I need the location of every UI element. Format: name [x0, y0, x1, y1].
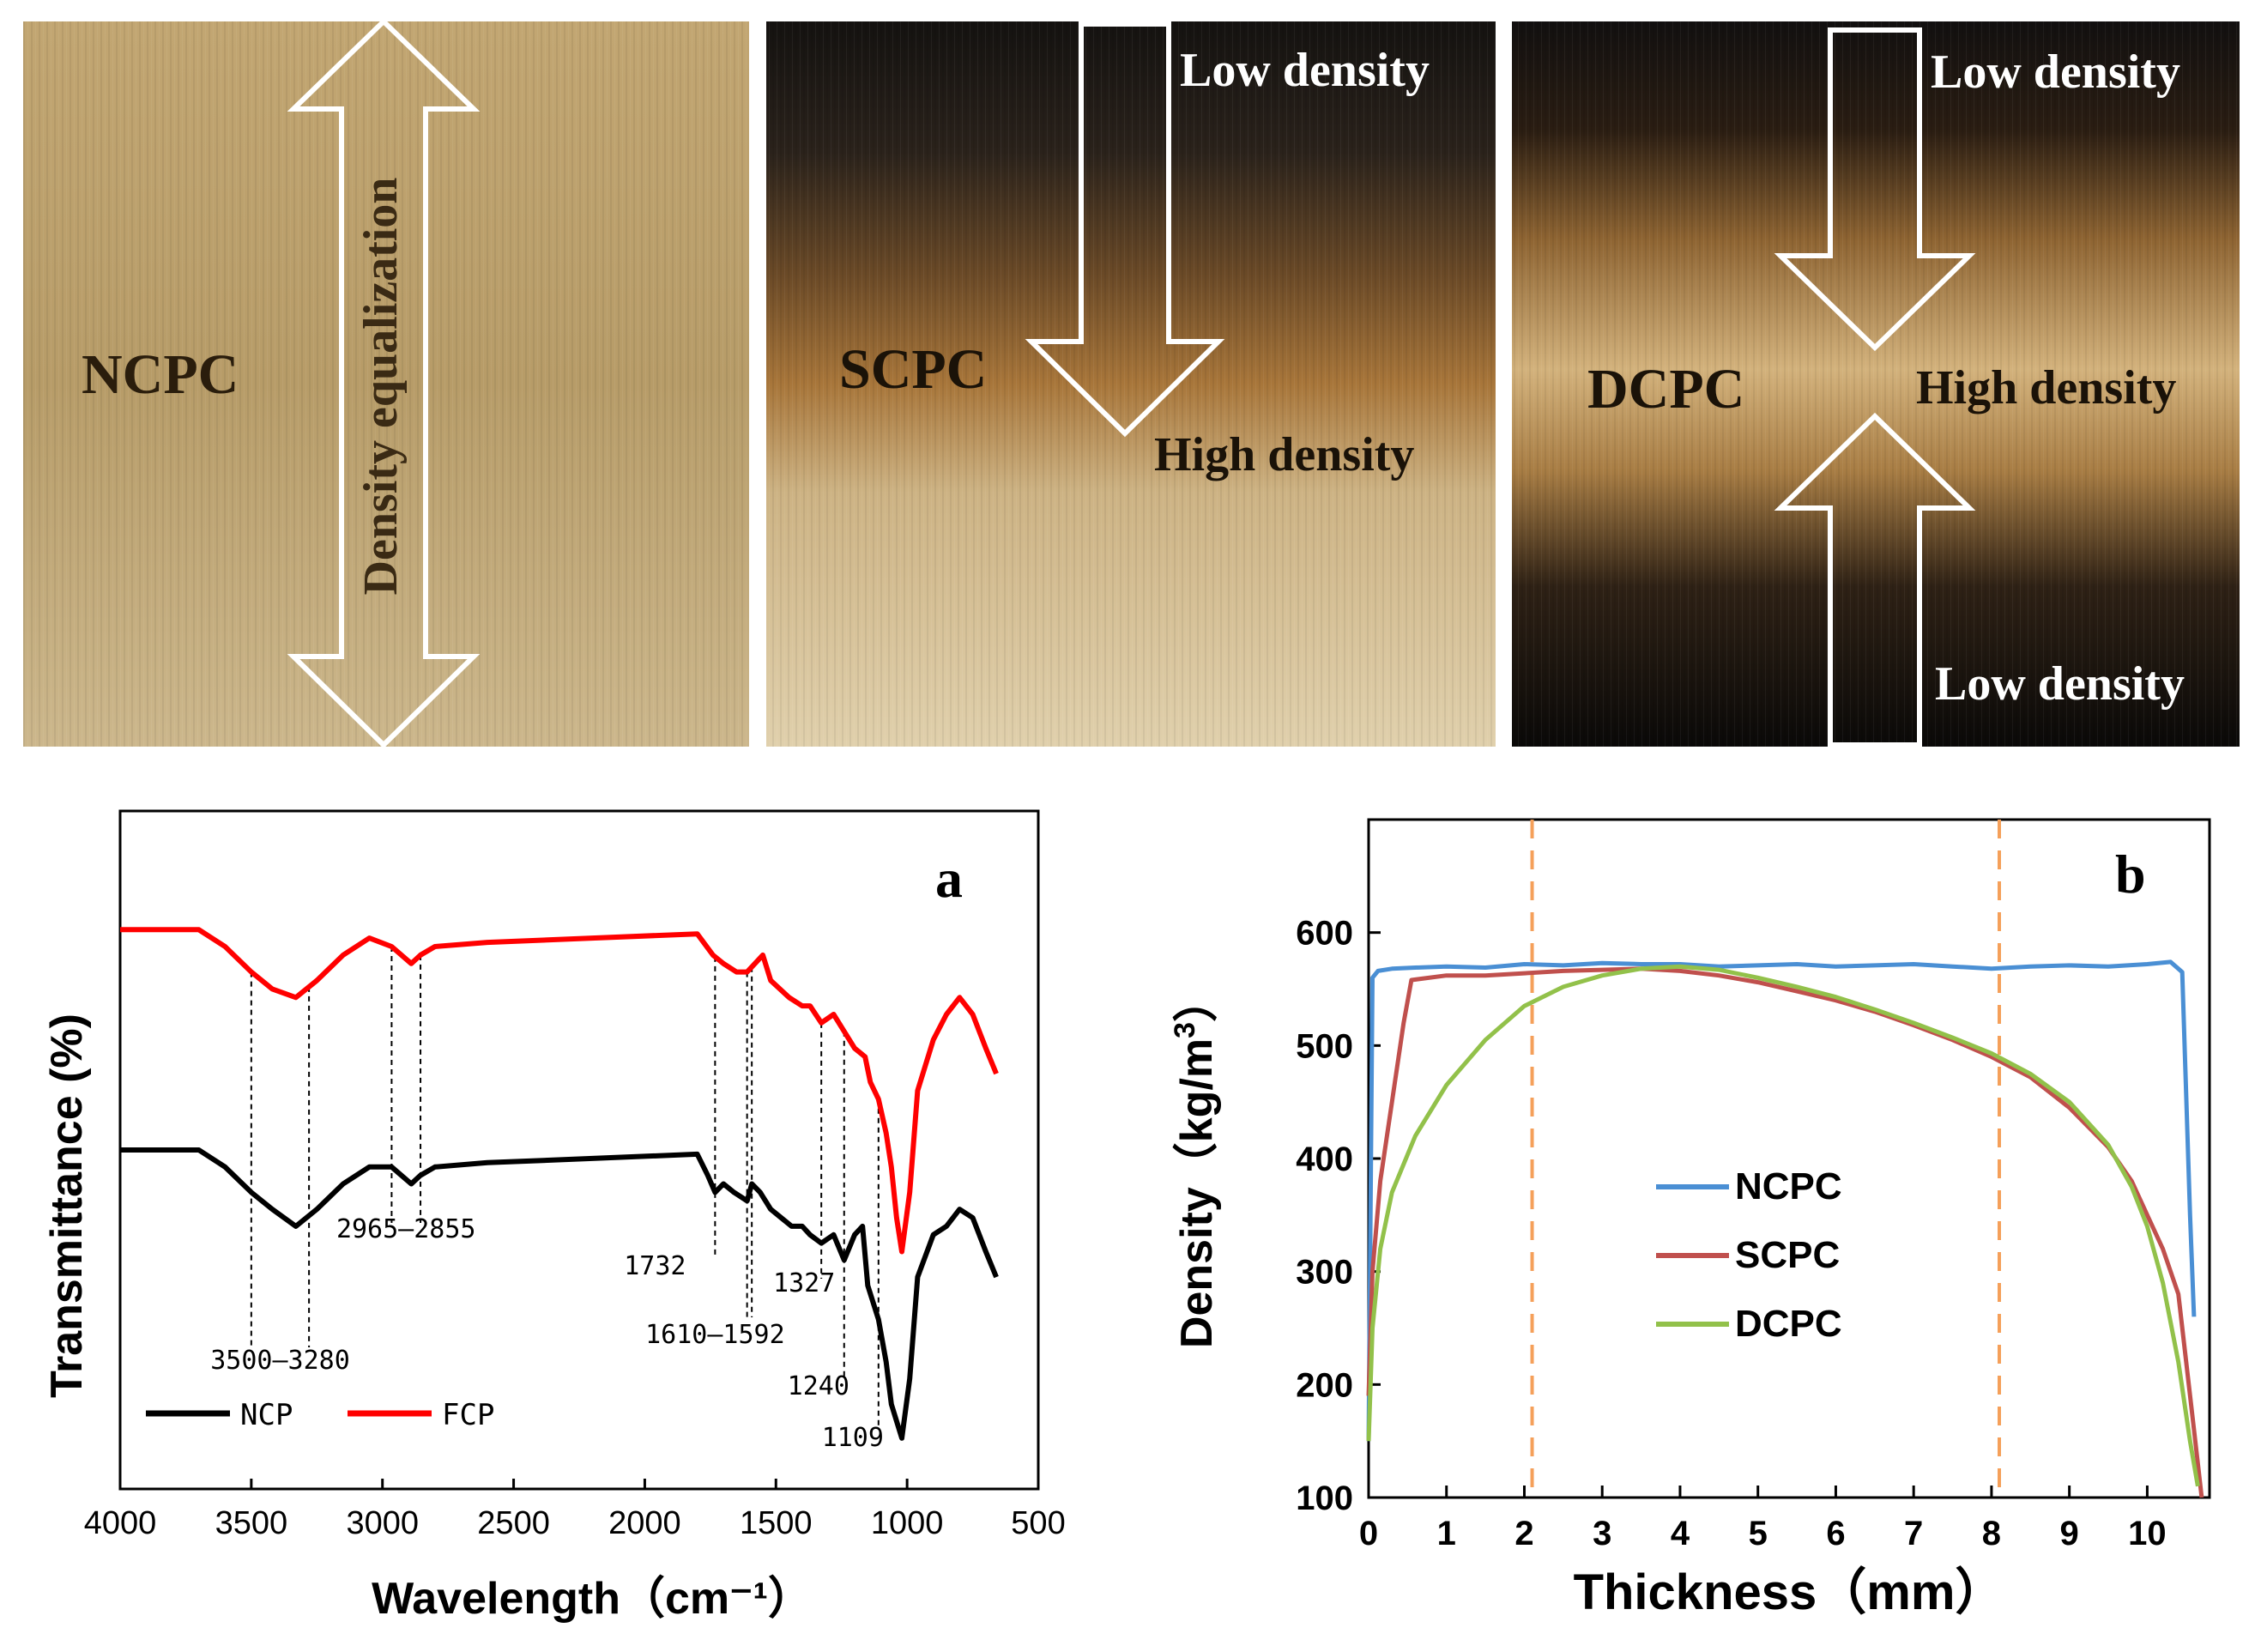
x-axis-label: Wavelength（cm⁻¹）	[372, 1574, 813, 1624]
legend-label-scpc: SCPC	[1735, 1234, 1840, 1276]
annotation-label: 1240	[788, 1371, 849, 1401]
x-tick-label: 4000	[84, 1505, 157, 1541]
x-tick-label: 3000	[346, 1505, 419, 1541]
panel-label: a	[935, 848, 963, 909]
high-density-label: High density	[1916, 361, 2176, 415]
panel-label: b	[2115, 844, 2146, 905]
legend-label-ncp: NCP	[240, 1398, 293, 1432]
legend: NCP FCP	[146, 1398, 494, 1432]
sample-label: SCPC	[839, 338, 987, 401]
sample-photos: Density equalization NCPC Low density Hi…	[23, 17, 2240, 749]
photo-ncpc: Density equalization NCPC	[23, 17, 749, 749]
x-tick-label: 2500	[477, 1505, 550, 1541]
sample-label: NCPC	[82, 343, 239, 406]
x-tick-label: 1500	[740, 1505, 813, 1541]
x-tick-label: 4	[1671, 1515, 1690, 1552]
high-density-label: High density	[1154, 428, 1414, 481]
x-tick-label: 5	[1749, 1515, 1768, 1552]
low-density-label-bottom: Low density	[1935, 657, 2185, 711]
down-arrow-icon	[1025, 21, 1225, 438]
series-ncpc	[1366, 959, 2197, 1442]
down-arrow-icon	[1774, 27, 1976, 352]
density-chart: 0 1 2 3 4 5 6 7 8 9 10 100 200 300 400 500 600 b Thickne…	[1169, 818, 2211, 1620]
x-tick-label: 3	[1593, 1515, 1611, 1552]
x-tick-label: 10	[2128, 1515, 2167, 1552]
low-density-label: Low density	[1180, 44, 1430, 97]
photo-dcpc: Low density High density Low density DCP…	[1512, 21, 2240, 747]
x-tick-label: 0	[1359, 1515, 1378, 1552]
annotation-label: 2965—2855	[336, 1214, 476, 1244]
arrow-label: Density equalization	[354, 178, 408, 596]
double-arrow-icon	[287, 17, 481, 749]
x-tick-label: 500	[1011, 1505, 1065, 1541]
x-tick-label: 7	[1904, 1515, 1923, 1552]
legend: NCPC SCPC DCPC	[1656, 1165, 1842, 1345]
series-fcp	[120, 927, 999, 1255]
y-tick-label: 500	[1296, 1027, 1353, 1065]
annotation-label: 1732	[624, 1251, 686, 1281]
low-density-label-top: Low density	[1931, 45, 2180, 99]
legend-label-fcp: FCP	[442, 1398, 494, 1432]
x-tick-label: 2000	[608, 1505, 681, 1541]
y-tick-label: 300	[1296, 1254, 1353, 1292]
y-tick-label: 400	[1296, 1141, 1353, 1178]
y-axis-label: Density（kg/m3）	[1169, 977, 1222, 1348]
y-tick-label: 100	[1296, 1480, 1353, 1517]
x-tick-label: 1	[1437, 1515, 1456, 1552]
y-tick-label: 200	[1296, 1366, 1353, 1404]
annotation-label: 1109	[822, 1423, 884, 1453]
x-tick-label: 8	[1982, 1515, 2001, 1552]
x-tick-label: 1000	[871, 1505, 944, 1541]
y-tick-label: 600	[1296, 915, 1353, 953]
series-ncp	[120, 1147, 999, 1441]
ftir-chart: 4000 3500 3000 2500 2000 1500 1000 500 3500—328…	[42, 809, 1066, 1624]
up-arrow-icon	[1774, 412, 1976, 747]
annotation-label: 1327	[773, 1268, 835, 1298]
legend-label-dcpc: DCPC	[1735, 1303, 1842, 1345]
series-scpc	[1366, 966, 2204, 1498]
x-tick-label: 2	[1514, 1515, 1533, 1552]
series-dcpc	[1366, 964, 2200, 1487]
plot-frame	[1367, 818, 2211, 1499]
x-axis-label: Thickness（mm）	[1574, 1564, 2005, 1620]
x-tick-label: 6	[1826, 1515, 1845, 1552]
sample-label: DCPC	[1587, 358, 1744, 421]
photo-scpc: Low density High density SCPC	[766, 21, 1496, 747]
annotation-label: 3500—3280	[210, 1346, 350, 1376]
x-tick-label: 9	[2060, 1515, 2079, 1552]
annotation-label: 1610—1592	[645, 1320, 785, 1350]
y-axis-label: Transmittance (%)	[42, 1014, 92, 1398]
x-tick-label: 3500	[215, 1505, 288, 1541]
legend-label-ncpc: NCPC	[1735, 1165, 1842, 1207]
plot-frame	[118, 809, 1040, 1491]
